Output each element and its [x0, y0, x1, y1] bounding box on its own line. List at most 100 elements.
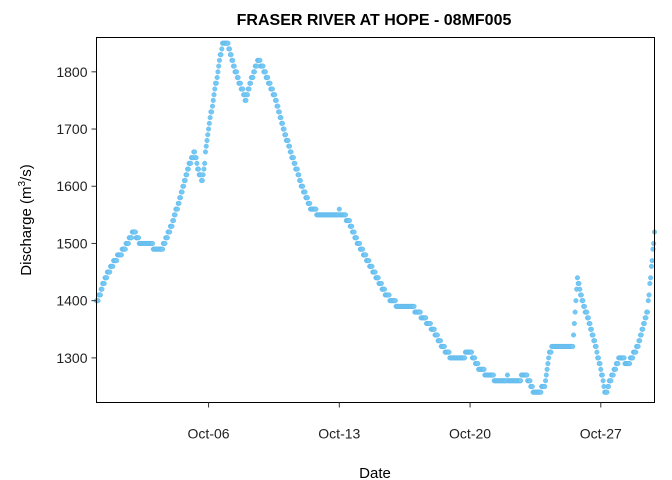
data-point	[290, 155, 296, 161]
y-tick-label: 1300	[56, 350, 87, 366]
data-point	[276, 109, 282, 115]
data-point	[210, 97, 216, 103]
data-point	[570, 343, 576, 349]
x-axis-label: Date	[359, 465, 391, 480]
data-point	[366, 258, 372, 264]
data-point	[172, 212, 178, 218]
data-point	[225, 40, 231, 46]
data-point	[641, 321, 647, 327]
data-point	[349, 223, 355, 229]
data-point	[294, 166, 300, 172]
data-point	[211, 92, 217, 98]
data-point	[649, 258, 655, 264]
data-point	[97, 292, 103, 298]
data-point	[205, 132, 211, 138]
y-tick-label: 1800	[56, 64, 87, 80]
data-point	[637, 338, 643, 344]
data-point	[584, 309, 590, 315]
data-point	[169, 223, 175, 229]
data-point	[431, 326, 437, 332]
data-point	[543, 372, 549, 378]
y-axis: 1300 1400 1500 1600 1700 1800	[56, 64, 97, 366]
data-point	[574, 275, 580, 281]
data-point	[546, 355, 552, 361]
data-point	[132, 229, 138, 235]
data-point	[378, 281, 384, 287]
data-point	[545, 361, 551, 367]
data-point	[357, 240, 363, 246]
data-point	[597, 361, 603, 367]
data-point	[346, 218, 352, 224]
data-point	[251, 69, 257, 75]
x-tick-label: Oct-20	[449, 426, 491, 442]
data-point	[231, 63, 237, 69]
data-point	[472, 355, 478, 361]
data-point	[588, 326, 594, 332]
data-point	[260, 63, 266, 69]
y-axis-label-superscript: 3	[17, 181, 28, 187]
data-point	[417, 309, 423, 315]
data-point	[599, 372, 605, 378]
data-point	[202, 149, 208, 155]
data-point	[434, 332, 440, 338]
data-point	[162, 240, 168, 246]
data-point	[548, 349, 554, 355]
y-tick-label: 1500	[56, 235, 87, 251]
data-point	[122, 246, 128, 252]
data-point	[228, 52, 234, 58]
data-point	[216, 63, 222, 69]
data-point	[164, 235, 170, 241]
data-point	[288, 149, 294, 155]
data-point	[313, 206, 319, 212]
data-point	[645, 309, 651, 315]
data-point	[136, 235, 142, 241]
data-point	[633, 349, 639, 355]
data-point	[527, 378, 533, 384]
data-point	[571, 321, 577, 327]
data-point	[206, 120, 212, 126]
data-point	[248, 80, 254, 86]
data-point	[227, 46, 233, 52]
plot-frame	[96, 37, 655, 403]
data-point	[214, 75, 220, 81]
data-point	[585, 315, 591, 321]
data-point	[104, 275, 110, 281]
data-point	[176, 200, 182, 206]
data-point	[572, 309, 578, 315]
data-point	[272, 92, 278, 98]
data-point	[363, 252, 369, 258]
data-point	[240, 86, 246, 92]
data-point	[185, 166, 191, 172]
data-point	[544, 366, 550, 372]
data-point	[125, 240, 131, 246]
data-point	[202, 160, 208, 166]
data-point	[351, 229, 357, 235]
data-point	[592, 338, 598, 344]
data-point	[621, 355, 627, 361]
y-tick-label: 1600	[56, 178, 87, 194]
data-point	[203, 143, 209, 149]
data-point	[200, 172, 206, 178]
data-point	[216, 57, 222, 63]
data-point	[427, 321, 433, 327]
y-axis-label-end: /s)	[18, 164, 35, 181]
data-point	[99, 286, 105, 292]
data-point	[193, 155, 199, 161]
data-point	[392, 298, 398, 304]
data-point	[423, 315, 429, 321]
data-point	[230, 57, 236, 63]
y-tick-label: 1400	[56, 293, 87, 309]
data-point	[287, 143, 293, 149]
data-point	[538, 389, 544, 395]
data-point	[336, 206, 342, 212]
data-point	[587, 321, 593, 327]
data-point	[595, 355, 601, 361]
data-point	[524, 372, 530, 378]
data-point	[577, 286, 583, 292]
data-point	[353, 235, 359, 241]
data-point	[181, 183, 187, 189]
data-point	[283, 132, 289, 138]
data-point	[573, 298, 579, 304]
data-point	[598, 366, 604, 372]
